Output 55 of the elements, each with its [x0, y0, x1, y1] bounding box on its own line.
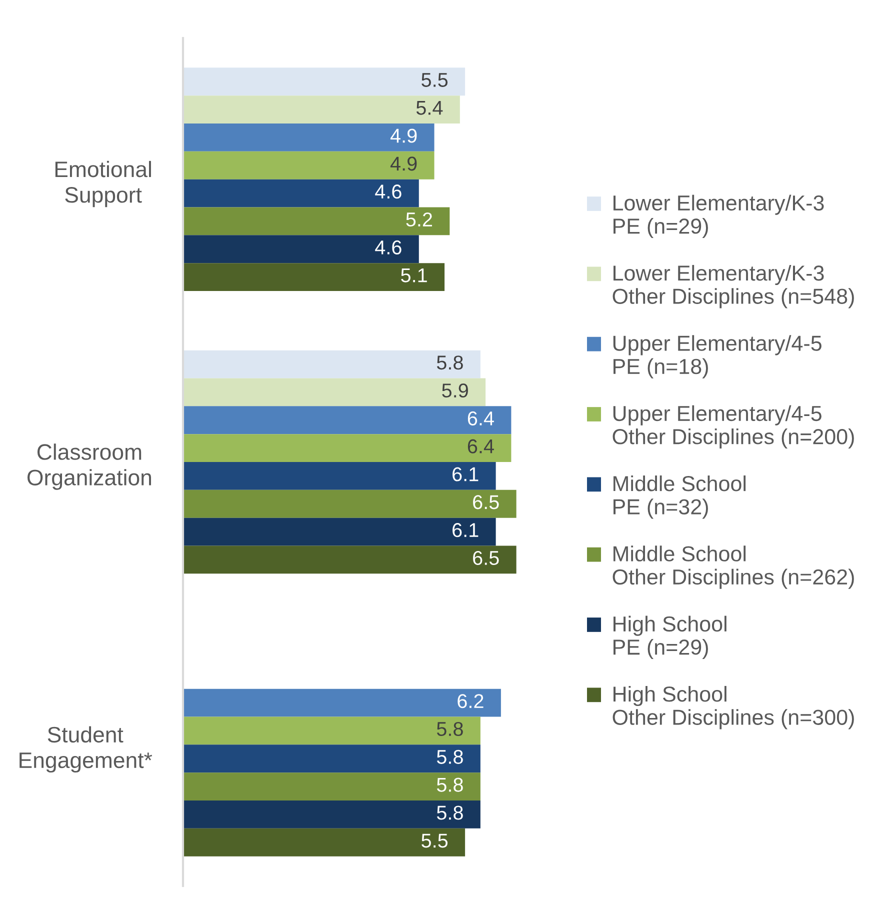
- data-label: 5.8: [436, 356, 463, 370]
- legend-label: Middle School Other Disciplines (n=262): [612, 546, 854, 589]
- data-label: 6.1: [452, 523, 478, 538]
- bar: [183, 406, 512, 434]
- data-label: 4.6: [375, 184, 402, 199]
- data-label: 4.6: [375, 240, 402, 254]
- data-label: 6.5: [473, 550, 499, 566]
- data-label: 5.8: [436, 750, 463, 764]
- data-label: 5.8: [436, 778, 463, 792]
- bar: [183, 688, 501, 717]
- bar: [183, 179, 419, 208]
- legend-label: Middle School PE (n=32): [614, 475, 746, 519]
- bar: [183, 744, 480, 773]
- bar: [183, 546, 516, 574]
- bar: [183, 124, 434, 152]
- bar: [183, 151, 434, 180]
- bar: [183, 96, 460, 124]
- data-label: 6.2: [458, 694, 484, 708]
- y-tick-label: Student Engagement*: [20, 726, 152, 773]
- bar: [183, 350, 480, 378]
- bar: [183, 716, 480, 745]
- y-tick-label: Classroom Organization: [28, 444, 152, 490]
- legend-label: Upper Elementary/4-5 PE (n=18): [613, 335, 822, 378]
- legend-label: High School PE (n=29): [614, 616, 726, 660]
- bar: [183, 434, 512, 462]
- data-label: 6.5: [473, 495, 499, 510]
- data-label: 4.9: [390, 156, 417, 171]
- data-label: 5.4: [416, 101, 443, 115]
- y-tick-label: Emotional Support: [55, 160, 151, 208]
- data-label: 4.9: [390, 128, 417, 143]
- bar: [183, 68, 466, 96]
- bar: [183, 828, 466, 856]
- data-label: 6.4: [468, 439, 494, 454]
- bar: [183, 378, 486, 406]
- bar: [183, 490, 516, 518]
- data-label: 5.1: [401, 268, 427, 282]
- bar: [183, 518, 496, 546]
- data-label: 5.5: [422, 73, 448, 87]
- bar: [183, 800, 480, 828]
- bar: [183, 462, 496, 490]
- data-label: 5.5: [422, 834, 448, 848]
- legend-label: High School Other Disciplines (n=300): [612, 686, 854, 730]
- data-label: 5.9: [442, 383, 468, 398]
- bar: [183, 772, 480, 800]
- legend-label: Upper Elementary/4-5 Other Disciplines (n=200): [612, 405, 854, 449]
- data-label: 5.8: [436, 722, 463, 736]
- bar: [183, 235, 419, 264]
- data-label: 5.8: [436, 806, 463, 820]
- legend-label: Lower Elementary/K-3 Other Disciplines (n=548): [612, 264, 854, 308]
- bar: [183, 263, 445, 291]
- data-label: 5.2: [406, 212, 432, 227]
- legend-label: Lower Elementary/K-3 PE (n=29): [614, 194, 824, 238]
- bar: [183, 207, 450, 236]
- data-label: 6.1: [452, 467, 478, 482]
- data-label: 6.4: [468, 411, 494, 426]
